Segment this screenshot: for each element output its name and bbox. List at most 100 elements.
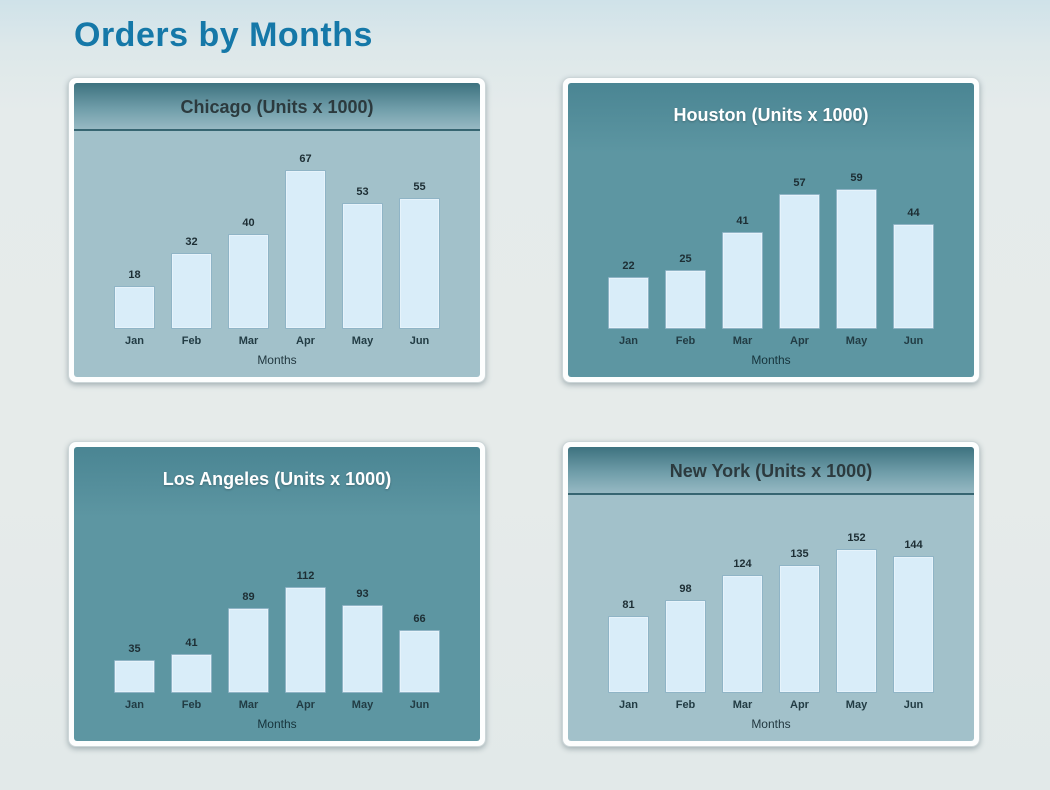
chart-panel-chicago: Chicago (Units x 1000) 18 Jan 32 Feb 40 Mar 67… [68, 77, 486, 383]
bar-chart-new-york: 81 Jan 98 Feb 124 Mar 135 Apr 152 May 144 Jun [568, 495, 974, 717]
bar-value-label: 89 [242, 591, 255, 603]
chart-panel-inner: Los Angeles (Units x 1000) 35 Jan 41 Feb 89 M… [74, 447, 480, 741]
bar-group: 144 Jun [893, 539, 934, 715]
bar [779, 565, 820, 693]
bar-group: 93 May [342, 588, 383, 715]
bar-chart-houston: 22 Jan 25 Feb 41 Mar 57 Apr 59 May 44 Jun [568, 135, 974, 353]
bar-value-label: 41 [736, 215, 749, 227]
bar-value-label: 18 [128, 269, 141, 281]
bar-group: 152 May [836, 532, 877, 715]
bar-group: 98 Feb [665, 583, 706, 715]
bar-value-label: 35 [128, 643, 141, 655]
month-label: May [351, 335, 374, 347]
bar [836, 549, 877, 693]
bar [228, 608, 269, 693]
month-label: Apr [790, 699, 809, 711]
bar [836, 189, 877, 329]
chart-panel-inner: Chicago (Units x 1000) 18 Jan 32 Feb 40 Mar 67… [74, 83, 480, 377]
chart-title-new-york: New York (Units x 1000) [568, 447, 974, 495]
month-label: Mar [238, 335, 259, 347]
bar-group: 35 Jan [114, 643, 155, 715]
month-label: Jun [903, 335, 924, 347]
bar-group: 135 Apr [779, 548, 820, 715]
month-label: Mar [732, 699, 753, 711]
bar-group: 22 Jan [608, 260, 649, 351]
x-axis-label: Months [257, 717, 297, 731]
bar-value-label: 57 [793, 177, 806, 189]
bar-group: 112 Apr [285, 570, 326, 715]
x-axis-label: Months [257, 353, 297, 367]
bar-value-label: 53 [356, 186, 369, 198]
bar-group: 44 Jun [893, 207, 934, 351]
bar [722, 232, 763, 329]
bar-group: 124 Mar [722, 558, 763, 715]
bar-chart-chicago: 18 Jan 32 Feb 40 Mar 67 Apr 53 May 55 Jun [74, 131, 480, 353]
bar [228, 234, 269, 329]
bar [171, 654, 212, 693]
chart-title-los-angeles: Los Angeles (Units x 1000) [162, 469, 392, 489]
chart-panel-los-angeles: Los Angeles (Units x 1000) 35 Jan 41 Feb 89 M… [68, 441, 486, 747]
month-label: Apr [296, 335, 315, 347]
bar-value-label: 144 [904, 539, 923, 551]
month-label: Feb [181, 335, 202, 347]
month-label: May [845, 699, 868, 711]
bar [665, 600, 706, 693]
bar-value-label: 152 [847, 532, 866, 544]
month-label: Jun [409, 335, 430, 347]
bar [399, 198, 440, 329]
bar [722, 575, 763, 693]
bar-group: 41 Feb [171, 637, 212, 715]
bar [342, 605, 383, 693]
bar-value-label: 112 [296, 570, 315, 582]
bar-group: 32 Feb [171, 236, 212, 351]
x-axis-label: Months [751, 717, 791, 731]
bar [893, 556, 934, 693]
month-label: Jan [125, 335, 144, 347]
bar-value-label: 66 [413, 613, 426, 625]
bar-group: 53 May [342, 186, 383, 351]
bar [608, 616, 649, 693]
bar-group: 89 Mar [228, 591, 269, 715]
bar [114, 286, 155, 329]
bar-value-label: 32 [185, 236, 198, 248]
bar-chart-los-angeles: 35 Jan 41 Feb 89 Mar 112 Apr 93 May 66 Jun [74, 499, 480, 717]
month-label: Feb [675, 699, 696, 711]
month-label: May [845, 335, 868, 347]
bar-group: 67 Apr [285, 153, 326, 351]
bar-value-label: 124 [733, 558, 752, 570]
chart-panel-houston: Houston (Units x 1000) 22 Jan 25 Feb 41 Mar 57… [562, 77, 980, 383]
month-label: Jun [409, 699, 430, 711]
month-label: Jan [619, 699, 638, 711]
chart-title-houston: Houston (Units x 1000) [673, 105, 869, 125]
bar-group: 66 Jun [399, 613, 440, 715]
bar-value-label: 44 [907, 207, 920, 219]
bar-group: 59 May [836, 172, 877, 351]
charts-grid: Chicago (Units x 1000) 18 Jan 32 Feb 40 Mar 67… [68, 77, 1050, 747]
chart-panel-new-york: New York (Units x 1000) 81 Jan 98 Feb 124 Mar… [562, 441, 980, 747]
bar [285, 170, 326, 329]
month-label: Feb [675, 335, 696, 347]
month-label: Jan [125, 699, 144, 711]
bar [665, 270, 706, 329]
bar-group: 41 Mar [722, 215, 763, 351]
month-label: Apr [296, 699, 315, 711]
bar [399, 630, 440, 693]
bar-group: 40 Mar [228, 217, 269, 351]
bar-group: 81 Jan [608, 599, 649, 715]
bar [171, 253, 212, 329]
bar-value-label: 59 [850, 172, 863, 184]
chart-panel-inner: Houston (Units x 1000) 22 Jan 25 Feb 41 Mar 57… [568, 83, 974, 377]
bar [285, 587, 326, 693]
x-axis-label: Months [751, 353, 791, 367]
month-label: Feb [181, 699, 202, 711]
bar-value-label: 98 [679, 583, 692, 595]
bar-group: 55 Jun [399, 181, 440, 351]
bar [779, 194, 820, 329]
bar-group: 25 Feb [665, 253, 706, 351]
bar-value-label: 81 [622, 599, 635, 611]
month-label: Mar [732, 335, 753, 347]
bar-value-label: 40 [242, 217, 255, 229]
bar [608, 277, 649, 329]
bar-value-label: 93 [356, 588, 369, 600]
chart-title-chicago: Chicago (Units x 1000) [74, 83, 480, 131]
